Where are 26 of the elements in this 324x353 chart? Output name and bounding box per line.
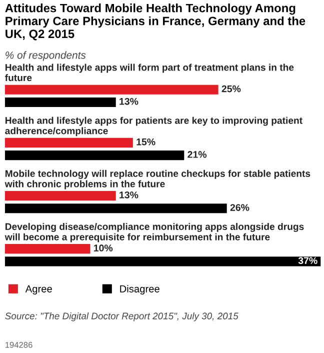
bar <box>4 97 116 108</box>
data-label: 10% <box>94 244 113 252</box>
data-label: 15% <box>136 138 156 146</box>
y-tick-label: Developing disease/compliance monitoring apps alongside drugs will become a prerequisite for reimbursement in the future <box>4 222 304 242</box>
data-label: 37% <box>298 257 318 264</box>
text: 194286 <box>5 342 32 348</box>
bar <box>4 204 227 214</box>
y-tick-label: Mobile technology will replace routine checkups for stable patients with chronic problems in the future <box>4 170 310 190</box>
y-tick-label: Health and lifestyle apps for patients are key to improving patient adherence/compliance <box>5 116 302 136</box>
chart-subtitle: % of respondents <box>6 51 86 61</box>
data-label: 13% <box>120 98 138 105</box>
bar <box>4 256 321 266</box>
bar <box>4 244 90 254</box>
legend-label: Agree <box>25 285 52 294</box>
legend-label: Disagree <box>120 285 160 294</box>
bar <box>4 190 116 201</box>
data-label: 21% <box>188 151 207 158</box>
source-note: Source: "The Digital Doctor Report 2015", July 30, 2015 <box>5 312 238 322</box>
bar <box>4 84 218 94</box>
y-tick-label: Health and lifestyle apps will form part of treatment plans in the future <box>5 64 294 82</box>
data-label: 25% <box>222 85 241 92</box>
bar <box>4 150 184 160</box>
bar <box>4 138 133 148</box>
chart-title: Attitudes Toward Mobile Health Technology Among Primary Care Physicians in France, Germany and the UK, Q2 2015 <box>5 4 306 40</box>
data-label: 13% <box>120 191 138 198</box>
data-label: 26% <box>230 204 250 211</box>
